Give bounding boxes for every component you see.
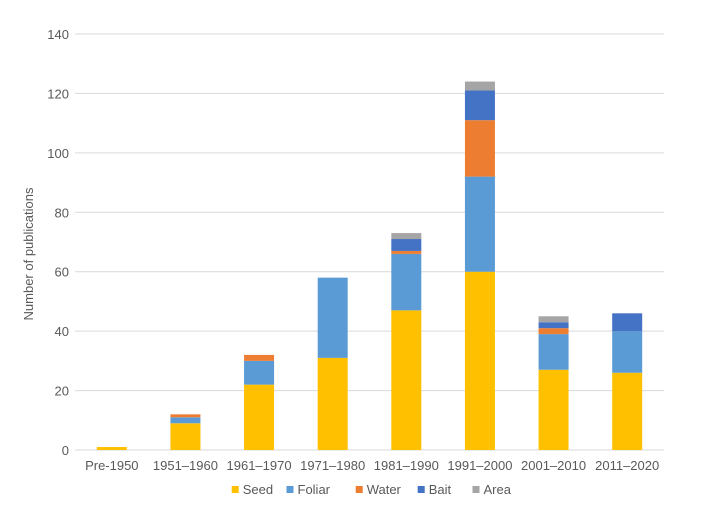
y-tick-label: 100: [47, 146, 69, 161]
bar-area-4: [391, 233, 422, 240]
y-tick-label: 80: [55, 205, 69, 220]
legend-swatch-water: [355, 486, 363, 493]
x-tick-label: 1981–1990: [374, 458, 439, 473]
x-tick-label: 1991–2000: [447, 458, 512, 473]
y-tick-label: 120: [47, 86, 69, 101]
x-tick-label: 1971–1980: [300, 458, 365, 473]
bar-foliar-2: [244, 360, 275, 385]
bar-seed-2: [244, 384, 275, 450]
gridlines: [75, 33, 664, 451]
y-tick-label: 20: [55, 384, 69, 399]
legend-label-water: Water: [367, 482, 402, 497]
y-tick-label: 60: [55, 265, 69, 280]
bar-seed-5: [464, 271, 495, 450]
legend-swatch-seed: [231, 486, 239, 493]
bar-bait-4: [391, 239, 422, 251]
y-tick-label: 140: [47, 27, 69, 42]
bar-seed-4: [391, 310, 422, 450]
legend-label-area: Area: [484, 482, 512, 497]
bar-seed-0: [96, 447, 127, 450]
bar-water-5: [464, 120, 495, 177]
legend-swatch-bait: [417, 486, 425, 493]
x-tick-label: 1951–1960: [153, 458, 218, 473]
y-tick-label: 40: [55, 324, 69, 339]
bar-foliar-3: [317, 277, 348, 358]
bar-water-6: [538, 328, 569, 335]
bar-seed-1: [170, 423, 201, 450]
bar-water-1: [170, 414, 201, 418]
y-tick-label: 0: [62, 443, 69, 458]
bar-area-6: [538, 316, 569, 323]
bar-seed-6: [538, 369, 569, 450]
bars: [96, 81, 643, 450]
legend-swatch-foliar: [286, 486, 294, 493]
x-tick-label: 2001–2010: [521, 458, 586, 473]
bar-bait-6: [538, 322, 569, 329]
legend-swatch-area: [472, 486, 480, 493]
bar-bait-7: [612, 313, 643, 332]
y-axis-label: Number of publications: [21, 187, 36, 320]
bar-seed-3: [317, 357, 348, 450]
x-axis-ticks: Pre-1950 1951–1960 1961–1970 1971–1980 1981–…: [85, 458, 659, 473]
bar-foliar-7: [612, 331, 643, 373]
legend-label-bait: Bait: [429, 482, 452, 497]
bar-foliar-6: [538, 334, 569, 370]
bar-seed-7: [612, 372, 643, 450]
bar-bait-5: [464, 90, 495, 121]
bar-water-4: [391, 250, 422, 254]
x-tick-label: Pre-1950: [85, 458, 138, 473]
bar-foliar-4: [391, 253, 422, 311]
bar-water-2: [244, 354, 275, 361]
bar-foliar-1: [170, 417, 201, 424]
x-tick-label: 1961–1970: [227, 458, 292, 473]
bar-area-5: [464, 81, 495, 91]
legend-label-seed: Seed: [243, 482, 273, 497]
legend: Seed Foliar Water Bait Area: [231, 482, 512, 497]
x-tick-label: 2011–2020: [595, 458, 659, 473]
y-axis-ticks: 0 20 40 60 80 100 120 140: [47, 27, 69, 458]
legend-label-foliar: Foliar: [298, 482, 331, 497]
bar-foliar-5: [464, 176, 495, 272]
